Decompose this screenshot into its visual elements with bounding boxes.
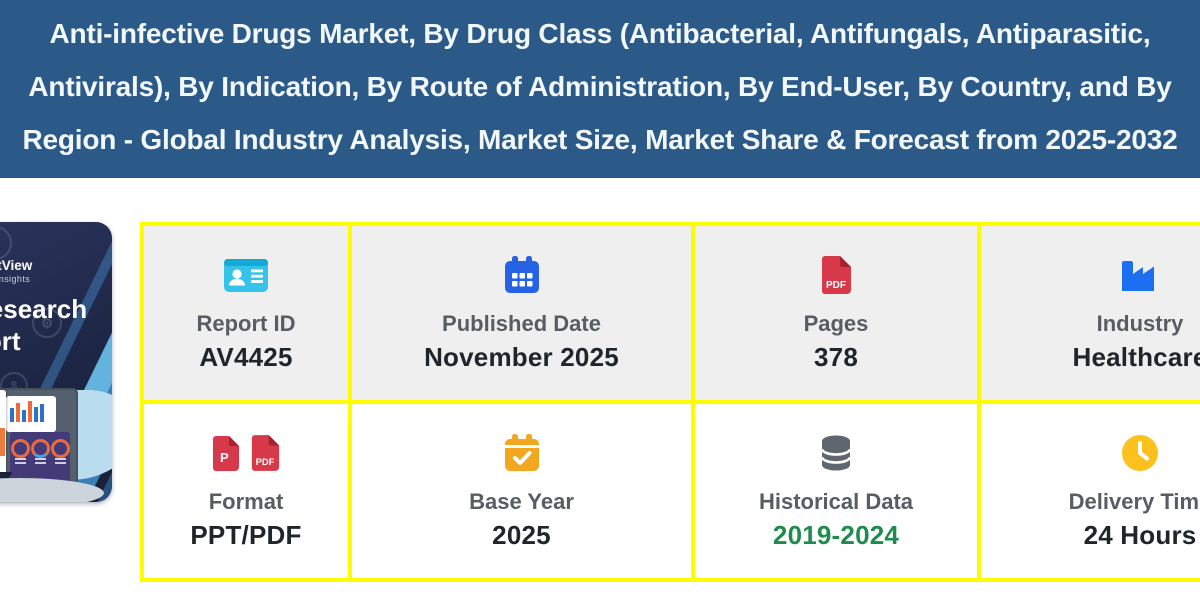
detail-value: 24 Hours: [1083, 520, 1197, 550]
detail-value: Healthcare: [1072, 342, 1200, 372]
detail-label: Industry: [1096, 311, 1184, 336]
donut-chart-icon: [10, 439, 30, 460]
detail-value: 2019-2024: [772, 520, 900, 550]
cover-title-line-2: port: [0, 326, 21, 356]
cover-donut-chart-panel: [10, 432, 70, 487]
mini-bar-chart: [10, 401, 44, 422]
clock-icon: [1120, 431, 1160, 475]
cover-bar-chart-card: [6, 396, 56, 432]
donut-chart-icon: [50, 439, 70, 460]
report-title-line-3: Region - Global Industry Analysis, Marke…: [22, 124, 1178, 155]
cover-watermark-icon: $: [0, 226, 12, 260]
cover-watermark-icon: ⚙: [32, 308, 62, 338]
donut-chart-icon: [30, 439, 50, 460]
detail-label: Report ID: [196, 311, 296, 336]
detail-tile-pages: PDF Pages 378: [695, 226, 977, 400]
id-card-icon: [223, 253, 269, 297]
svg-text:P: P: [220, 450, 229, 465]
ppt-and-pdf-file-icons: P PDF: [211, 431, 281, 475]
detail-value: 2025: [492, 520, 551, 550]
detail-tile-published-date: Published Date November 2025: [352, 226, 691, 400]
detail-label: Format: [208, 489, 284, 514]
pdf-file-icon: PDF: [251, 435, 280, 471]
cover-brand-logo: alystView: [0, 258, 33, 273]
calendar-check-icon: [503, 431, 541, 475]
report-title-line-2: Antivirals), By Indication, By Route of …: [28, 71, 1172, 102]
database-icon: [818, 431, 854, 475]
detail-label: Pages: [803, 311, 869, 336]
detail-tile-industry: Industry Healthcare: [981, 226, 1200, 400]
detail-tile-format: P PDF Format PPT/PDF: [144, 404, 348, 578]
detail-tile-delivery-time: Delivery Time 24 Hours: [981, 404, 1200, 578]
detail-label: Published Date: [442, 311, 601, 336]
factory-icon: [1119, 253, 1161, 297]
svg-text:PDF: PDF: [256, 456, 275, 467]
detail-tile-historical-data: Historical Data 2019-2024: [695, 404, 977, 578]
detail-tile-report-id: Report ID AV4425: [144, 226, 348, 400]
detail-value: November 2025: [424, 342, 619, 372]
detail-tile-base-year: Base Year 2025: [352, 404, 691, 578]
cover-brand-tagline: arket Insights: [0, 274, 31, 284]
detail-label: Base Year: [469, 489, 574, 514]
report-details-table: Report ID AV4425 Published Date November…: [140, 222, 1200, 582]
report-cover-image: $ ⚙ $ alystView arket Insights Research …: [0, 222, 112, 502]
svg-text:PDF: PDF: [826, 280, 846, 291]
report-title-line-1: Anti-infective Drugs Market, By Drug Cla…: [49, 18, 1151, 49]
cover-title-line-1: Research: [0, 294, 88, 324]
detail-label: Delivery Time: [1068, 489, 1200, 514]
ppt-file-icon: P: [213, 435, 239, 471]
detail-label: Historical Data: [758, 489, 914, 514]
detail-value: 378: [814, 342, 858, 372]
pdf-file-icon: PDF: [820, 253, 853, 297]
detail-value: PPT/PDF: [190, 520, 302, 550]
detail-value: AV4425: [199, 342, 293, 372]
report-title-banner: Anti-infective Drugs Market, By Drug Cla…: [0, 0, 1200, 178]
report-title: Anti-infective Drugs Market, By Drug Cla…: [0, 7, 1200, 166]
calendar-icon: [503, 253, 541, 297]
